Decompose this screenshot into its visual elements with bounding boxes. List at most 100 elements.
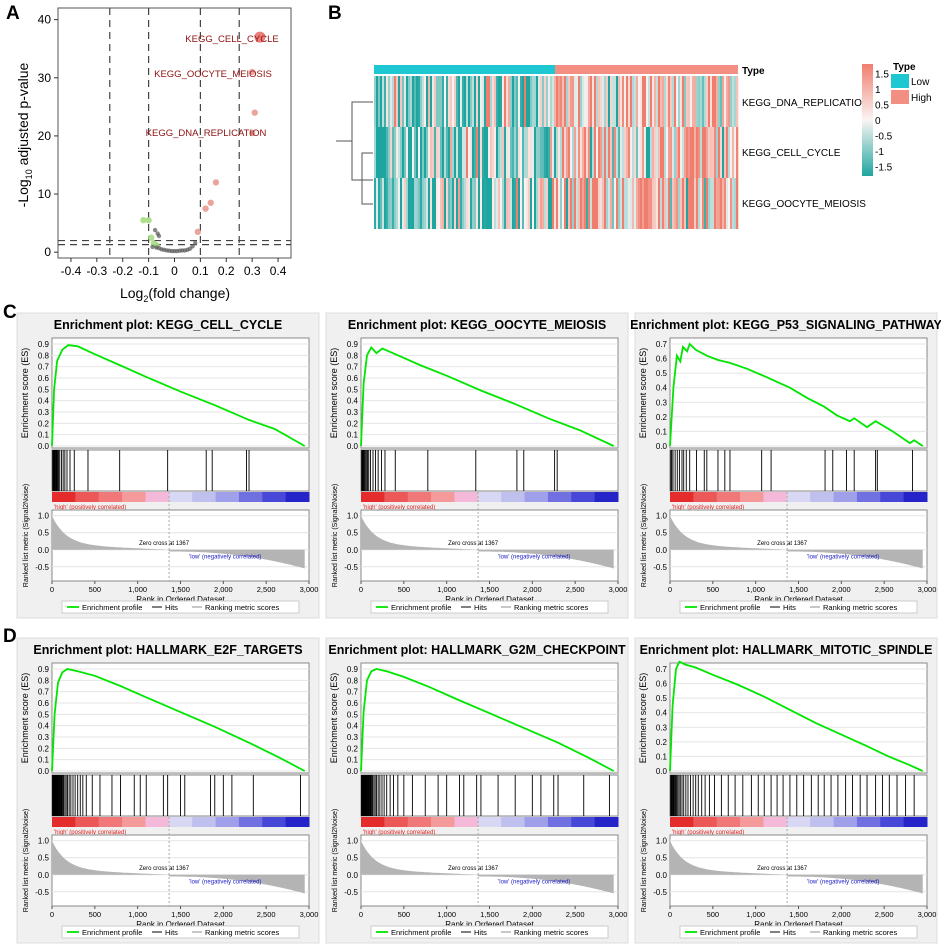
gsea-rank-colorbar-segment [716,492,741,502]
heatmap-cell [536,76,539,127]
heatmap-cell [734,178,737,229]
heatmap-cell [724,178,727,229]
gsea-metric-tick-label: 0.0 [656,546,668,555]
gsea-es-tick-label: 0.4 [347,397,359,406]
heatmap-cell [664,127,667,178]
gsea-metric-tick-label: 0.0 [347,546,359,555]
gsea-rank-colorbar-segment [215,492,240,502]
heatmap-cell [450,178,453,229]
gsea-es-tick-label: 0.5 [656,369,668,378]
volcano-point-10 [148,234,155,241]
heatmap-cell [470,76,473,127]
heatmap-cell [510,127,513,178]
heatmap-cell [716,76,719,127]
heatmap-cell [560,127,563,178]
gsea-high-label: 'high' (positively correlated) [363,505,435,511]
gsea-rank-colorbar-segment [880,492,905,502]
gsea-rank-colorbar-segment [168,817,193,827]
gsea-rank-colorbar-segment [716,817,741,827]
volcano-point-30 [152,227,158,233]
gsea-es-tick-label: 0.7 [347,688,359,697]
heatmap-cell [652,127,655,178]
volcano-xtick-label-7: 0.3 [244,264,261,278]
heatmap-cell [638,76,641,127]
volcano-point-29 [193,240,198,246]
gsea-low-label: 'low' (negatively correlated) [807,879,879,885]
panel-label-a: A [6,3,20,24]
heatmap-row-label-2: KEGG_OOCYTE_MEIOSIS [742,199,866,210]
gsea-es-ylabel: Enrichment score (ES) [329,348,339,439]
gsea-rank-colorbar-segment [740,492,764,502]
heatmap-cell [634,76,637,127]
gsea-rank-colorbar-segment [524,492,549,502]
gsea-metric-tick-label: -0.5 [35,563,49,572]
gsea-xtick-label: 2,000 [523,910,542,919]
gsea-rank-colorbar-segment [407,492,432,502]
heatmap-cell [702,178,705,229]
heatmap-cell [398,76,401,127]
heatmap-cell [540,127,543,178]
heatmap-cell [380,76,383,127]
gsea-enrichment-profile-line [360,668,615,772]
gsea-legend-profile-label: Enrichment profile [82,928,142,937]
heatmap-cell [418,178,421,229]
heatmap-cell [474,76,477,127]
heatmap-cell [628,76,631,127]
gsea-rank-colorbar-segment [693,817,718,827]
heatmap-cell [482,178,485,229]
heatmap-cell [510,178,513,229]
heatmap-cell [630,76,633,127]
heatmap-cell [508,178,511,229]
heatmap-cell [732,178,735,229]
gsea-es-tick-label: 0.2 [38,419,50,428]
gsea-es-tick-label: 0.7 [38,363,50,372]
heatmap-cell [568,76,571,127]
heatmap-cell [442,127,445,178]
heatmap-cell [590,76,593,127]
heatmap-cell [398,127,401,178]
gsea-xtick-label: 0 [50,910,54,919]
heatmap-cell [594,178,597,229]
heatmap-cell [486,127,489,178]
heatmap-cell [476,127,479,178]
gsea-es-tick-label: 0.4 [38,397,50,406]
heatmap-color-scale-bar [862,64,873,176]
heatmap-cell [488,76,491,127]
heatmap-cell [712,76,715,127]
heatmap-cell [726,127,729,178]
heatmap-cell [492,76,495,127]
heatmap-cell [494,178,497,229]
heatmap-cell [526,127,529,178]
gsea-metric-tick-label: -0.5 [344,888,358,897]
heatmap-cell [464,127,467,178]
heatmap-type-legend: Type Low High [891,62,932,104]
gsea-xtick-label: 0 [359,585,363,594]
volcano-xtick-label-0: -0.4 [61,264,82,278]
heatmap-cell [730,127,733,178]
heatmap-cell [494,127,497,178]
heatmap-typebar-low [374,65,555,74]
heatmap-cell [546,127,549,178]
heatmap-cell [480,127,483,178]
gsea-es-tick-label: 0.2 [347,744,359,753]
heatmap-cell [384,127,387,178]
gsea-legend-box [679,925,918,939]
volcano-xtick-label-8: 0.4 [270,264,287,278]
heatmap-cell [678,76,681,127]
heatmap-cell [538,76,541,127]
heatmap-cell [718,76,721,127]
heatmap-cell [566,178,569,229]
gsea-xtick-label: 500 [89,585,102,594]
gsea-rank-colorbar-segment [384,817,409,827]
heatmap-cell [654,76,657,127]
gsea-rank-colorbar-segment [52,817,76,827]
heatmap-cell [424,76,427,127]
heatmap-cell [606,178,609,229]
heatmap-cell [396,76,399,127]
heatmap-cell [600,76,603,127]
gsea-metric-tick-label: 0.5 [347,529,359,538]
heatmap-cell [506,178,509,229]
heatmap-cell [644,178,647,229]
volcano-point-8 [140,217,147,224]
heatmap-scale-tick-3: 0 [875,116,881,127]
